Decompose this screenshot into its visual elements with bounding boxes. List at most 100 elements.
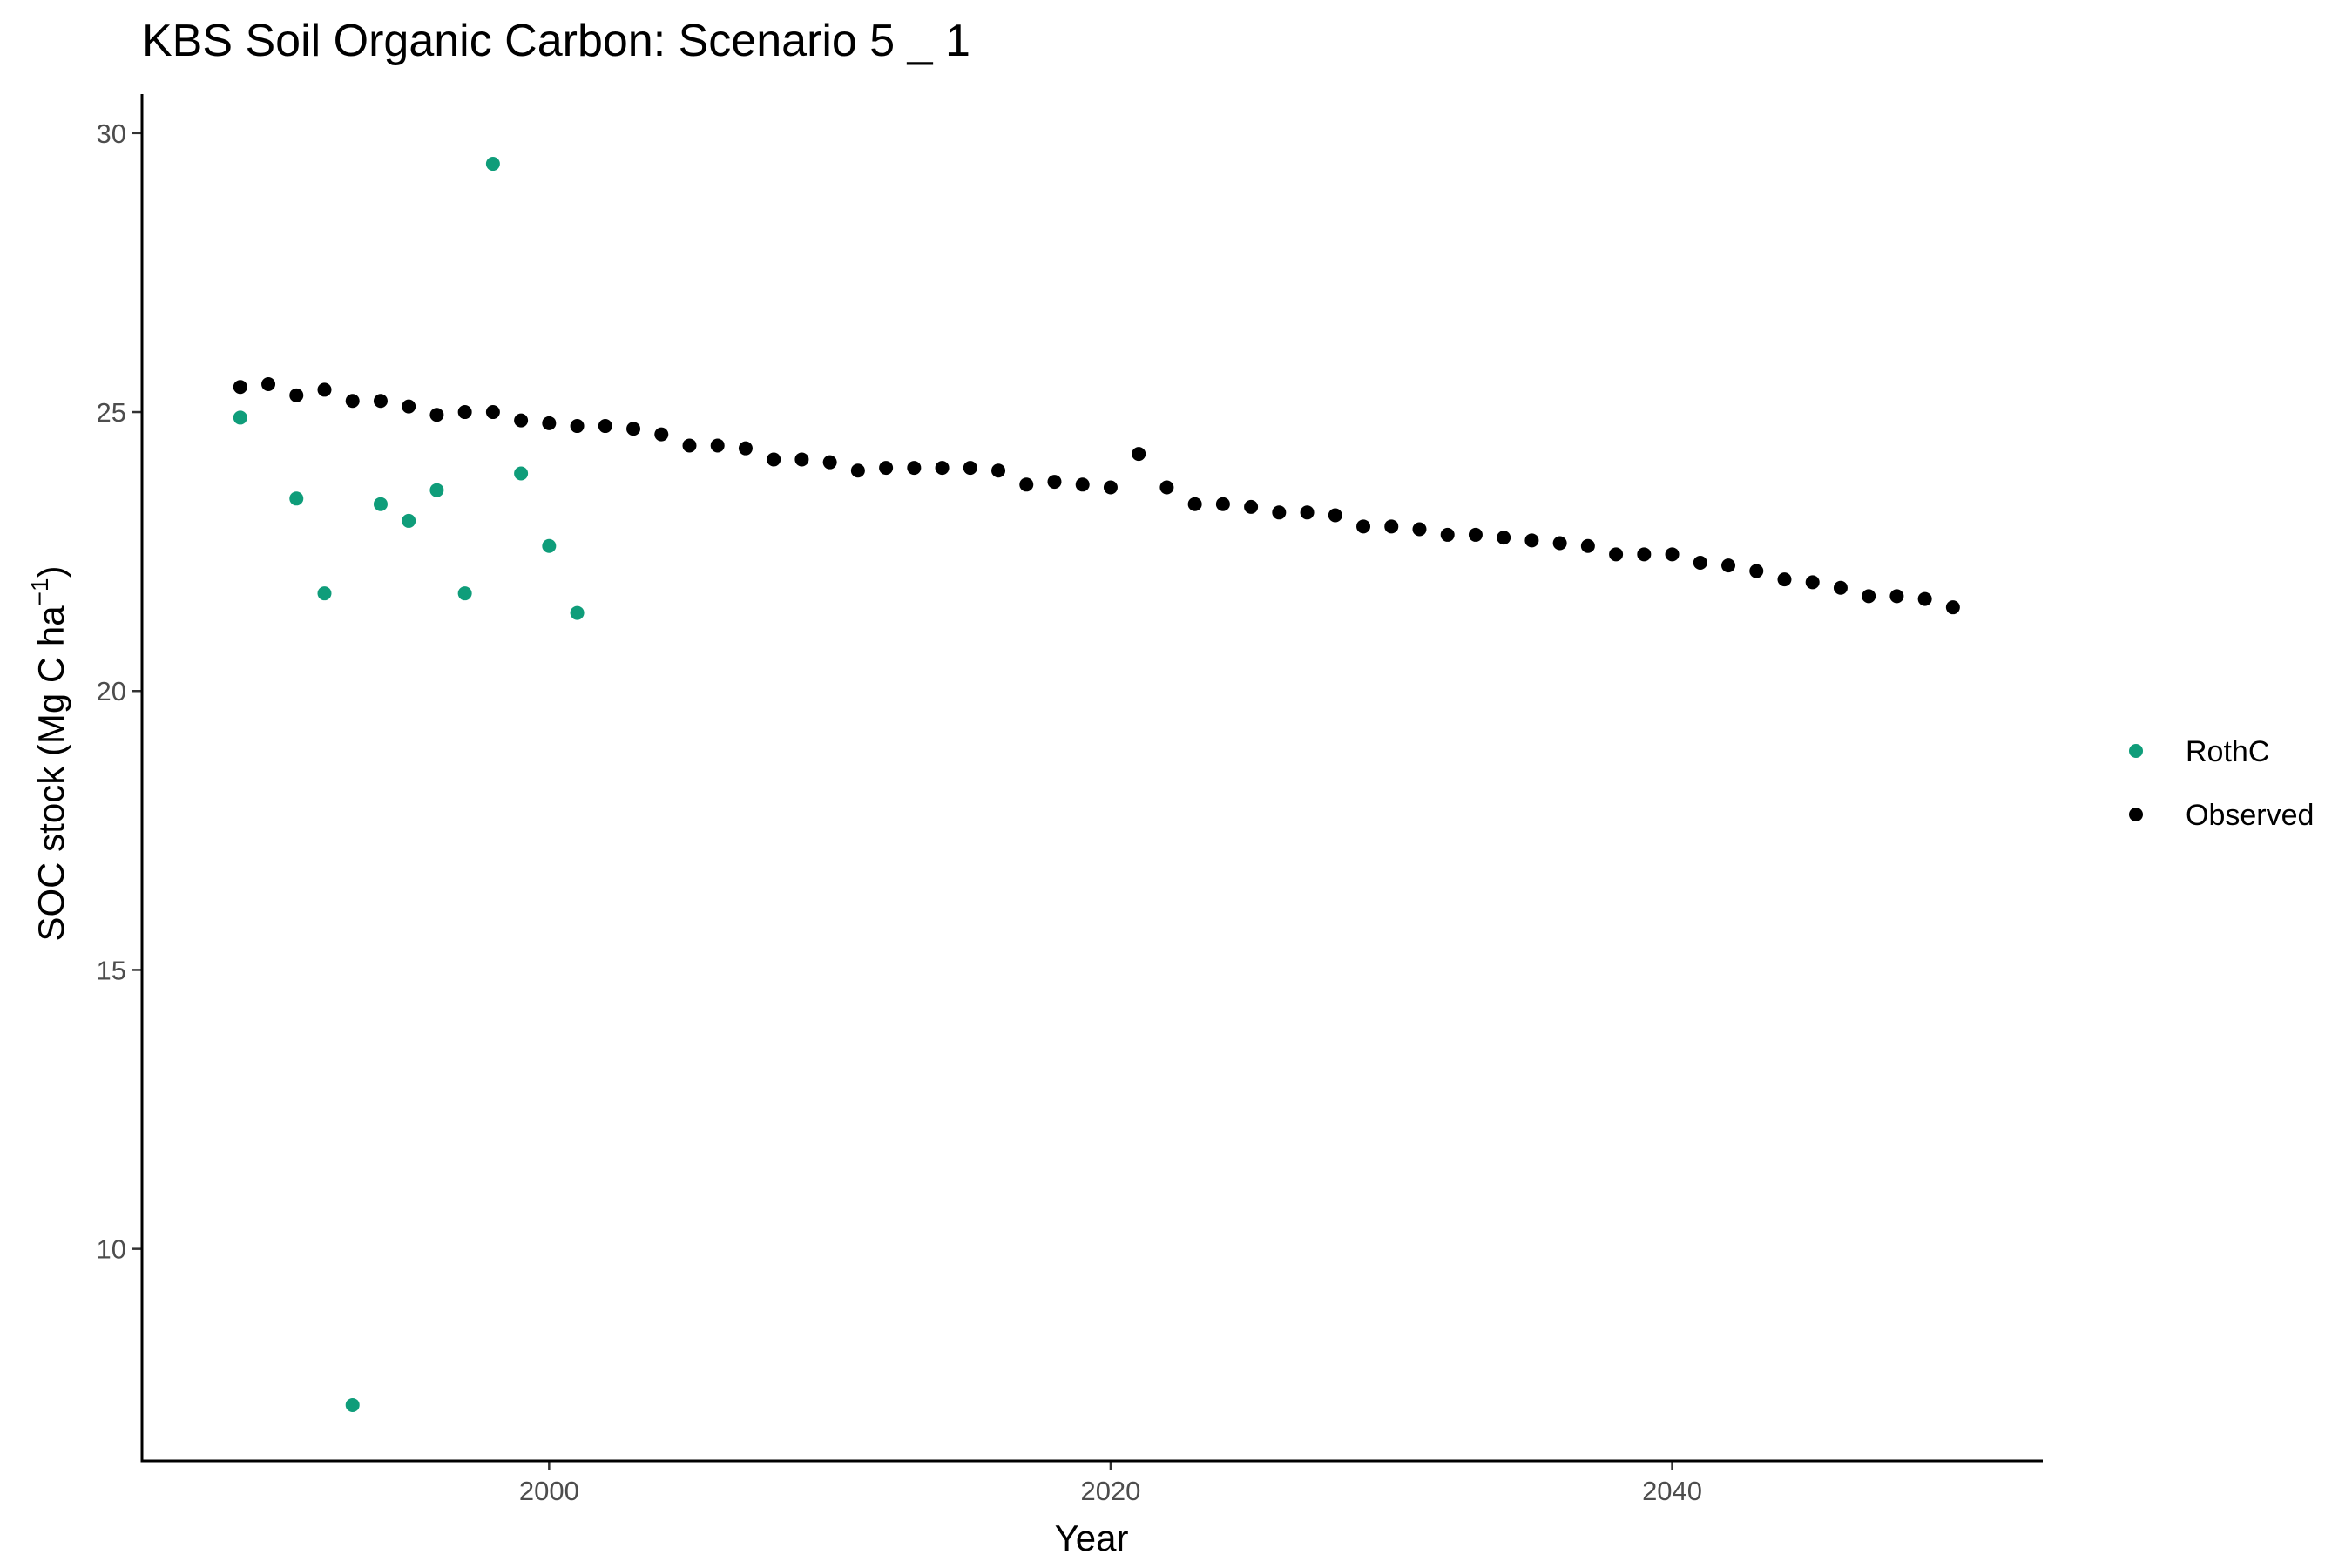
data-point-rothc — [485, 157, 500, 172]
data-point-observed — [1075, 477, 1090, 492]
x-tick-label: 2000 — [519, 1476, 579, 1506]
data-point-observed — [1777, 572, 1792, 587]
data-point-observed — [1552, 536, 1567, 551]
legend-label-observed: Observed — [2186, 799, 2314, 832]
data-point-observed — [1524, 533, 1539, 548]
y-tick-label: 20 — [97, 676, 126, 706]
data-point-rothc — [233, 410, 247, 425]
data-point-observed — [289, 388, 304, 402]
data-point-observed — [935, 461, 950, 476]
data-points — [233, 157, 1960, 1412]
data-point-observed — [1862, 589, 1876, 604]
data-point-observed — [1159, 480, 1174, 495]
data-point-observed — [1805, 575, 1820, 590]
x-axis-ticks: 2000 2020 2040 — [519, 1461, 1702, 1506]
data-point-observed — [626, 422, 641, 436]
x-axis-title: Year — [1055, 1517, 1129, 1558]
data-point-observed — [598, 419, 612, 434]
data-point-rothc — [345, 1397, 360, 1412]
data-point-observed — [485, 405, 500, 420]
data-point-observed — [1384, 519, 1399, 534]
data-point-observed — [514, 413, 529, 428]
data-point-observed — [1945, 600, 1960, 615]
data-point-observed — [822, 455, 837, 470]
data-point-observed — [542, 416, 557, 430]
data-point-observed — [1749, 564, 1764, 578]
data-point-observed — [879, 461, 894, 476]
data-point-observed — [1187, 497, 1202, 511]
data-point-observed — [1047, 475, 1062, 490]
data-point-observed — [1580, 538, 1595, 553]
data-point-rothc — [514, 466, 529, 481]
data-point-observed — [1468, 527, 1483, 542]
data-point-observed — [317, 382, 332, 397]
y-axis-ticks: 10 15 20 25 30 — [97, 118, 142, 1265]
data-point-observed — [682, 438, 697, 453]
data-point-rothc — [457, 586, 472, 601]
data-point-observed — [261, 377, 276, 392]
data-point-observed — [1215, 497, 1230, 511]
data-point-observed — [1693, 555, 1707, 570]
data-point-observed — [1300, 505, 1315, 520]
legend-key-rothc — [2129, 744, 2143, 758]
series-observed — [233, 377, 1960, 615]
data-point-observed — [1637, 547, 1652, 562]
data-point-observed — [1497, 531, 1511, 545]
data-point-observed — [373, 394, 388, 409]
data-point-observed — [710, 438, 725, 453]
legend: RothC Observed — [2129, 735, 2314, 832]
y-tick-label: 15 — [97, 955, 126, 985]
data-point-observed — [1917, 591, 1932, 606]
data-point-rothc — [429, 483, 444, 497]
y-axis-title-close: ) — [30, 565, 71, 578]
chart-title: KBS Soil Organic Carbon: Scenario 5 _ 1 — [142, 16, 970, 66]
data-point-rothc — [402, 513, 416, 528]
data-point-observed — [1272, 505, 1287, 520]
legend-key-observed — [2129, 808, 2143, 821]
x-tick-label: 2040 — [1642, 1476, 1702, 1506]
data-point-observed — [991, 463, 1006, 478]
data-point-observed — [907, 461, 922, 476]
data-point-observed — [1721, 558, 1736, 573]
data-point-observed — [1328, 508, 1342, 523]
data-point-observed — [794, 452, 809, 467]
data-point-observed — [767, 452, 781, 467]
data-point-observed — [738, 441, 753, 456]
data-point-observed — [1019, 477, 1034, 492]
data-point-observed — [457, 405, 472, 420]
y-axis-title-main: SOC stock (Mg C ha — [30, 605, 71, 942]
legend-label-rothc: RothC — [2186, 735, 2269, 768]
data-point-rothc — [542, 538, 557, 553]
data-point-observed — [1132, 447, 1146, 462]
data-point-observed — [1103, 480, 1118, 495]
data-point-observed — [233, 380, 247, 395]
data-point-observed — [963, 461, 977, 476]
data-point-observed — [1833, 580, 1848, 595]
data-point-observed — [570, 419, 585, 434]
y-tick-label: 30 — [97, 118, 126, 149]
data-point-observed — [1889, 589, 1904, 604]
data-point-observed — [1609, 547, 1624, 562]
y-axis-title-exponent: −1 — [26, 578, 53, 605]
data-point-observed — [345, 394, 360, 409]
data-point-observed — [850, 463, 865, 478]
x-tick-label: 2020 — [1080, 1476, 1140, 1506]
series-rothc — [233, 157, 585, 1412]
data-point-rothc — [373, 497, 388, 511]
data-point-observed — [1440, 527, 1455, 542]
data-point-observed — [1244, 499, 1259, 514]
y-axis-title: SOC stock (Mg C ha−1) — [26, 565, 71, 941]
data-point-observed — [654, 427, 669, 442]
data-point-observed — [1665, 547, 1680, 562]
y-tick-label: 10 — [97, 1234, 126, 1265]
data-point-rothc — [317, 586, 332, 601]
data-point-observed — [429, 408, 444, 422]
y-tick-label: 25 — [97, 397, 126, 428]
data-point-observed — [1356, 519, 1371, 534]
data-point-observed — [402, 399, 416, 414]
data-point-rothc — [289, 491, 304, 506]
data-point-rothc — [570, 605, 585, 620]
data-point-observed — [1412, 522, 1427, 537]
